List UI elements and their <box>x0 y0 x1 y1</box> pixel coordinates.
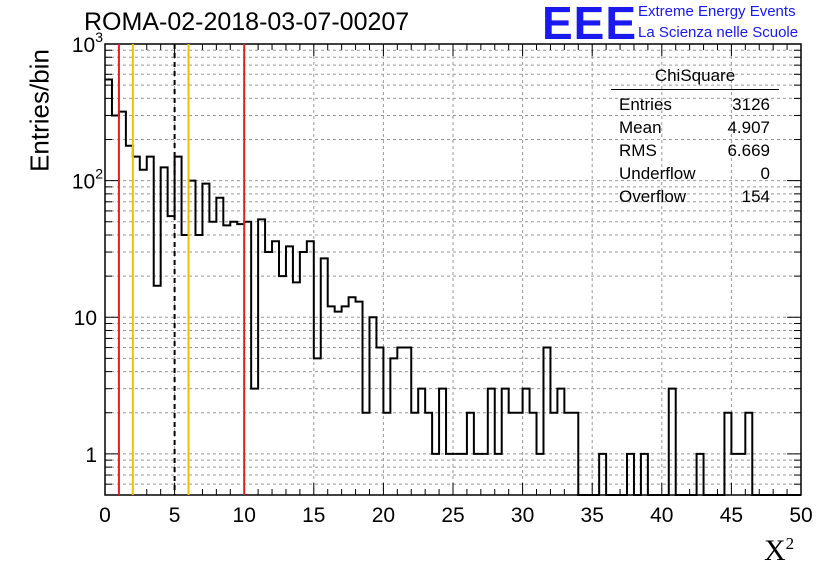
x-axis-label-sup: 2 <box>785 534 795 553</box>
histogram-series <box>105 78 801 496</box>
x-tick-label: 20 <box>372 504 395 527</box>
logo-line-1: Extreme Energy Events <box>638 3 796 20</box>
x-tick-label: 30 <box>511 504 534 527</box>
stats-value: 6.669 <box>727 141 770 160</box>
x-tick-label: 40 <box>650 504 673 527</box>
x-tick-label: 35 <box>581 504 604 527</box>
y-tick-label: 103 <box>72 29 103 57</box>
stats-title: ChiSquare <box>611 66 779 90</box>
x-tick-label: 50 <box>789 504 812 527</box>
stats-value: 0 <box>760 164 770 183</box>
stats-label: Underflow <box>619 164 696 183</box>
x-tick-label: 5 <box>169 504 181 527</box>
eee-logo: EEE <box>542 0 638 49</box>
y-tick-label: 102 <box>72 166 103 194</box>
stats-label: Mean <box>619 118 662 137</box>
stats-value: 3126 <box>732 95 770 114</box>
x-tick-label: 45 <box>720 504 743 527</box>
stats-value: 154 <box>741 187 770 206</box>
x-tick-label: 25 <box>441 504 464 527</box>
stats-label: Overflow <box>619 187 687 206</box>
y-tick-label: 1 <box>85 444 97 467</box>
x-axis-label-text: X <box>764 534 786 567</box>
y-tick-label: 10 <box>74 307 97 330</box>
logo-line-2: La Scienza nelle Scuole <box>638 24 799 41</box>
stats-box: ChiSquare Entries 3126 Mean 4.907 RMS 6.669… <box>611 66 779 208</box>
chart-title: ROMA-02-2018-03-07-00207 <box>84 8 410 36</box>
x-axis-label: X2 <box>764 534 794 568</box>
stats-row-underflow: Underflow 0 <box>611 162 779 185</box>
stats-label: RMS <box>619 141 657 160</box>
stats-row-overflow: Overflow 154 <box>611 185 779 208</box>
stats-row-rms: RMS 6.669 <box>611 139 779 162</box>
y-axis-label: Entries/bin <box>24 49 55 172</box>
x-tick-label: 15 <box>302 504 325 527</box>
stats-row-mean: Mean 4.907 <box>611 116 779 139</box>
stats-row-entries: Entries 3126 <box>611 93 779 116</box>
stats-label: Entries <box>619 95 672 114</box>
stats-value: 4.907 <box>727 118 770 137</box>
x-tick-label: 0 <box>99 504 111 527</box>
x-tick-label: 10 <box>233 504 256 527</box>
